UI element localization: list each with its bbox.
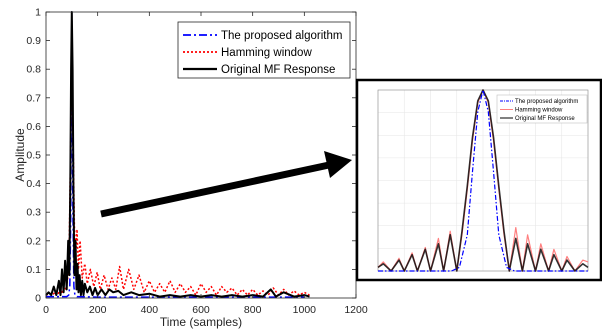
- x-tick-label: 1000: [293, 304, 317, 316]
- x-axis-label: Time (samples): [160, 315, 242, 329]
- legend: The proposed algorithm Hamming window Orig…: [177, 21, 351, 79]
- y-tick-label: 0.1: [26, 264, 41, 276]
- inset-legend: The proposed algorithm Hamming window Orig…: [496, 94, 588, 124]
- y-tick-label: 0.3: [26, 207, 41, 219]
- arrow-head: [324, 151, 352, 178]
- zoom-arrow: [100, 151, 352, 218]
- main-chart: 0 200 400 600 800 1000 1200 0 0.1 0.2 0.3 0.4 0.5 0.6…: [13, 7, 368, 329]
- legend-label: Hamming window: [221, 47, 312, 59]
- series-line-3: [45, 11, 310, 298]
- y-tick-label: 0.8: [26, 64, 41, 76]
- y-tick-label: 0.7: [26, 92, 41, 104]
- inset-chart: The proposed algorithm Hamming window Orig…: [355, 78, 602, 282]
- y-tick-label: 0.2: [26, 235, 41, 247]
- arrow-shaft: [100, 161, 330, 218]
- y-tick-label: 0.9: [26, 35, 41, 47]
- y-tick-label: 0: [35, 293, 41, 305]
- inset-legend-label: The proposed algorithm: [515, 99, 578, 105]
- x-tick-label: 0: [43, 304, 49, 316]
- x-tick-label: 800: [244, 304, 262, 316]
- inset-legend-label: Hamming window: [515, 108, 563, 114]
- x-tick-label: 200: [89, 304, 107, 316]
- y-tick-label: 0.4: [26, 178, 41, 190]
- legend-label: The proposed algorithm: [221, 30, 342, 42]
- y-tick-label: 0.6: [26, 121, 41, 133]
- inset-legend-label: Original MF Response: [515, 116, 575, 122]
- legend-label: Original MF Response: [221, 64, 335, 76]
- inset-series-line-3: [377, 89, 589, 272]
- y-tick-label: 0.5: [26, 150, 41, 162]
- x-tick-label: 400: [141, 304, 159, 316]
- y-axis-label: Amplitude: [13, 128, 27, 182]
- x-tick-label: 600: [192, 304, 210, 316]
- y-tick-label: 1: [35, 7, 41, 19]
- x-tick-label: 1200: [344, 304, 368, 316]
